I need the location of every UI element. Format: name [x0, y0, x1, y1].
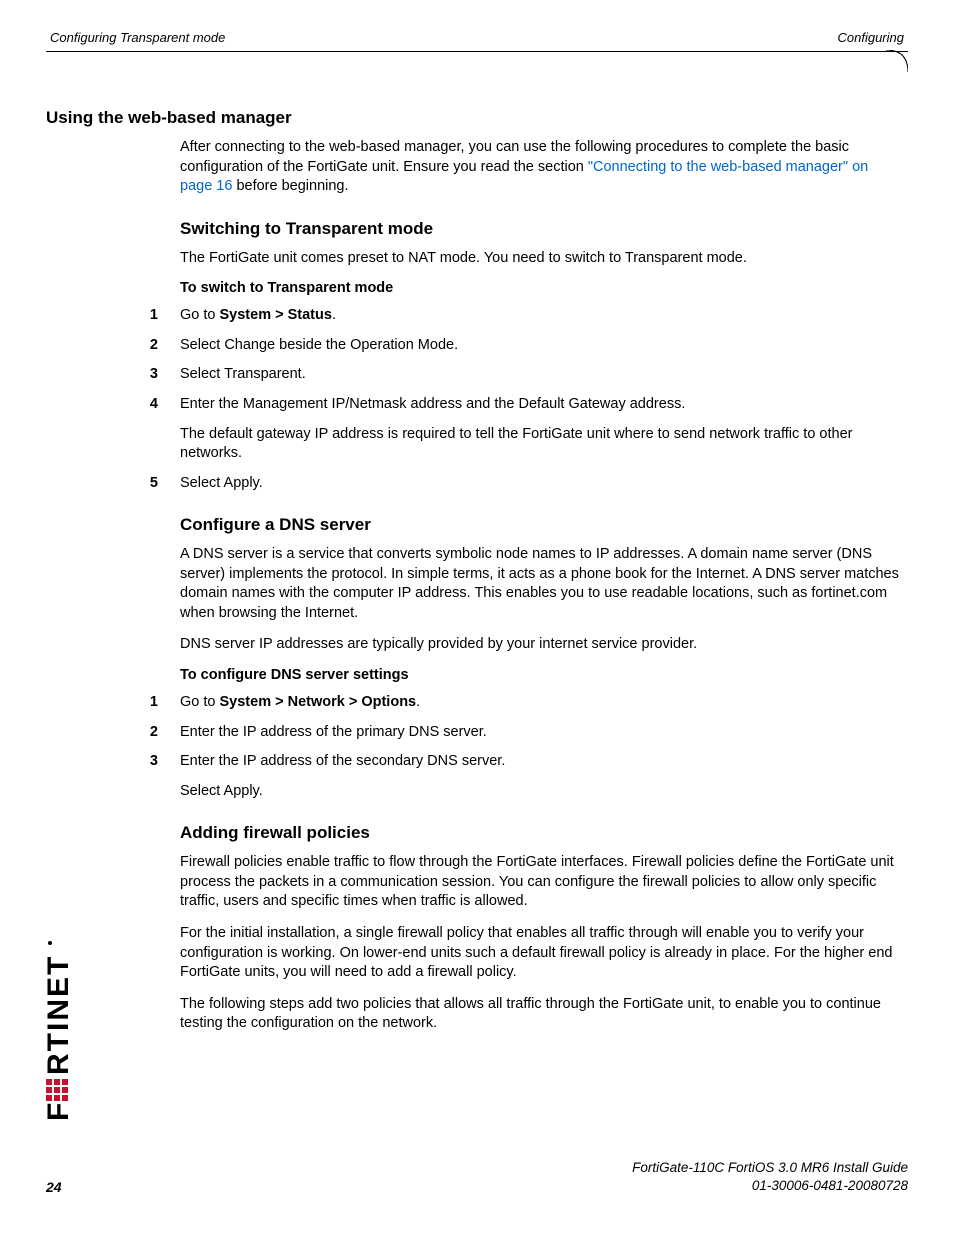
step-text-pre: Go to — [180, 694, 220, 710]
dns-steps: 1 Go to System > Network > Options. 2 En… — [180, 693, 904, 801]
switching-steps: 1 Go to System > Status. 2 Select Change… — [180, 306, 904, 493]
footer: FortiGate-110C FortiOS 3.0 MR6 Install G… — [46, 1159, 908, 1195]
list-item: 4 Enter the Management IP/Netmask addres… — [180, 395, 904, 464]
step-text: Select Apply. — [180, 475, 263, 491]
firewall-title: Adding firewall policies — [180, 823, 904, 843]
corner-curve-icon — [886, 50, 908, 72]
step-number: 5 — [138, 474, 158, 494]
footer-line-2: 01-30006-0481-20080728 — [46, 1177, 908, 1195]
intro-text-after: before beginning. — [232, 178, 348, 194]
step-number: 4 — [138, 395, 158, 415]
svg-text:RTINET: RTINET — [42, 955, 75, 1075]
dns-para-1: A DNS server is a service that converts … — [180, 545, 904, 623]
svg-text:F: F — [42, 1101, 75, 1121]
firewall-para-3: The following steps add two policies tha… — [180, 995, 904, 1034]
step-text: Select Change beside the Operation Mode. — [180, 337, 458, 353]
step-number: 2 — [138, 336, 158, 356]
running-header: Configuring Transparent mode Configuring — [46, 30, 908, 51]
step-text: Enter the IP address of the primary DNS … — [180, 724, 487, 740]
step-subtext: Select Apply. — [180, 782, 904, 802]
page: Configuring Transparent mode Configuring… — [0, 0, 954, 1235]
content-area: Using the web-based manager After connec… — [180, 108, 904, 1034]
list-item: 1 Go to System > Network > Options. — [180, 693, 904, 713]
switching-para: The FortiGate unit comes preset to NAT m… — [180, 249, 904, 269]
dns-title: Configure a DNS server — [180, 515, 904, 535]
list-item: 2 Enter the IP address of the primary DN… — [180, 723, 904, 743]
step-number: 3 — [138, 365, 158, 385]
step-number: 2 — [138, 723, 158, 743]
section-title: Using the web-based manager — [46, 108, 904, 128]
step-number: 1 — [138, 693, 158, 713]
page-number: 24 — [46, 1179, 62, 1195]
footer-line-1: FortiGate-110C FortiOS 3.0 MR6 Install G… — [46, 1159, 908, 1177]
step-text-post: . — [416, 694, 420, 710]
step-text-pre: Go to — [180, 307, 220, 323]
list-item: 3 Enter the IP address of the secondary … — [180, 752, 904, 801]
step-text: Enter the IP address of the secondary DN… — [180, 753, 505, 769]
dns-para-2: DNS server IP addresses are typically pr… — [180, 635, 904, 655]
step-subtext: The default gateway IP address is requir… — [180, 425, 904, 464]
firewall-para-1: Firewall policies enable traffic to flow… — [180, 853, 904, 912]
step-text-post: . — [332, 307, 336, 323]
list-item: 2 Select Change beside the Operation Mod… — [180, 336, 904, 356]
step-text-bold: System > Network > Options — [220, 694, 417, 710]
firewall-para-2: For the initial installation, a single f… — [180, 924, 904, 983]
header-rule — [46, 51, 908, 52]
footer-text: FortiGate-110C FortiOS 3.0 MR6 Install G… — [46, 1159, 908, 1195]
list-item: 3 Select Transparent. — [180, 365, 904, 385]
list-item: 5 Select Apply. — [180, 474, 904, 494]
fortinet-logo: F RTINET — [38, 935, 98, 1135]
switching-title: Switching to Transparent mode — [180, 219, 904, 239]
step-number: 3 — [138, 752, 158, 772]
step-text: Select Transparent. — [180, 366, 306, 382]
intro-para: After connecting to the web-based manage… — [180, 138, 904, 197]
header-left: Configuring Transparent mode — [50, 30, 225, 45]
header-right: Configuring — [838, 30, 905, 45]
dns-steps-title: To configure DNS server settings — [180, 667, 904, 683]
list-item: 1 Go to System > Status. — [180, 306, 904, 326]
step-number: 1 — [138, 306, 158, 326]
switching-steps-title: To switch to Transparent mode — [180, 280, 904, 296]
step-text-bold: System > Status — [220, 307, 332, 323]
step-text: Enter the Management IP/Netmask address … — [180, 396, 685, 412]
